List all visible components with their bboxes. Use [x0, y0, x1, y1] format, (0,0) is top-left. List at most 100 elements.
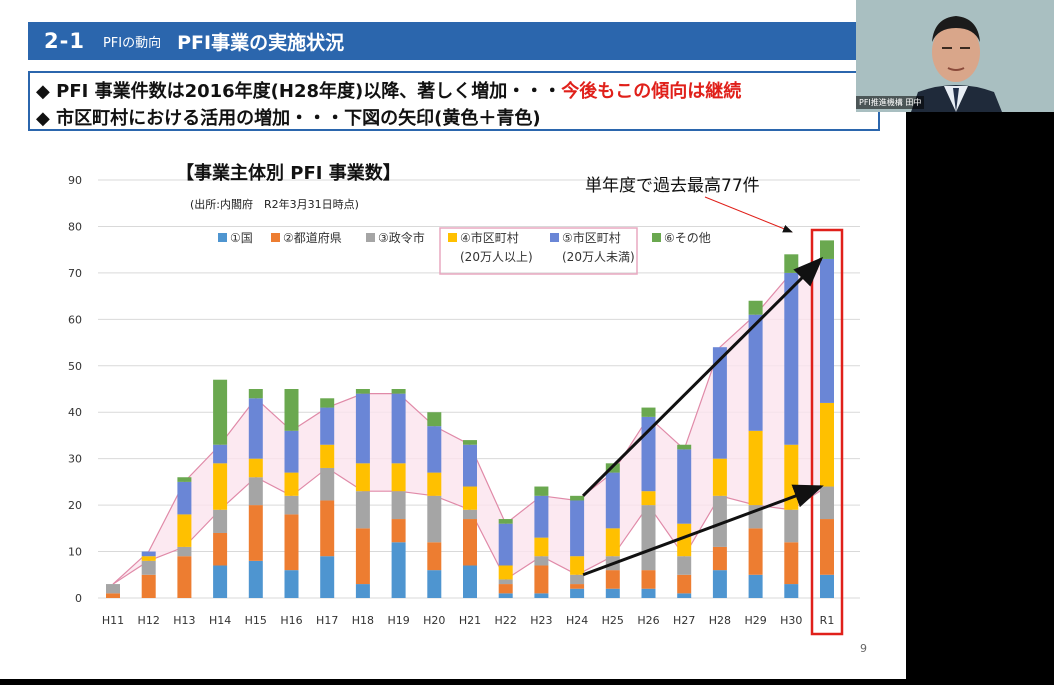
bar-segment	[605, 528, 620, 557]
bar-segment	[248, 458, 263, 478]
bullet-text: PFI 事業件数は2016年度(H28年度)以降、著しく増加・・・	[56, 81, 562, 102]
bar-segment	[641, 505, 656, 571]
bar-segment	[427, 495, 442, 543]
bar-segment	[391, 463, 406, 492]
bar-segment	[784, 584, 799, 598]
legend-group-box	[439, 227, 638, 275]
bar-segment	[677, 444, 692, 450]
slide-title: PFI事業の実施状況	[177, 31, 345, 54]
stacked-bar-chart: 0 10 20 30 40 50 60 70 80 90 H11 H12 H13 H14 H15 H16 H17…	[68, 162, 860, 636]
bar-segment	[677, 574, 692, 594]
bar-segment	[427, 542, 442, 571]
bar-segment	[570, 588, 585, 598]
bar-segment	[106, 593, 120, 598]
bar-segment	[463, 509, 477, 520]
legend-swatch	[218, 233, 227, 242]
bar-segment	[463, 519, 477, 566]
bar-segment	[213, 444, 228, 464]
bar-segment	[748, 300, 763, 315]
bullet-box: ◆ PFI 事業件数は2016年度(H28年度)以降、著しく増加・・・今後もこの…	[28, 71, 880, 131]
bar-segment	[391, 389, 406, 394]
legend-label: ④市区町村	[460, 230, 519, 245]
bar-segment	[248, 398, 263, 459]
bar-segment	[570, 584, 585, 589]
video-thumbnail[interactable]: PFI推進機構 田中	[856, 0, 1054, 112]
page-number: 9	[860, 642, 867, 655]
bar-segment	[355, 389, 370, 394]
bar-segment	[784, 509, 799, 543]
bar-segment	[284, 430, 299, 473]
legend-swatch	[448, 233, 457, 242]
bar-segment	[712, 347, 727, 459]
bar-segment	[320, 500, 335, 557]
bar-segment	[427, 426, 442, 473]
annotation-text: 単年度で過去最高77件	[585, 176, 760, 196]
bar-segment	[570, 556, 585, 575]
bar-segment	[284, 570, 299, 598]
bar-segment	[284, 389, 299, 431]
bar-segment	[605, 588, 620, 598]
bullet-highlight: 今後もこの傾向は継続	[561, 81, 742, 102]
bar-segment	[534, 565, 549, 594]
annotation-pointer	[704, 196, 793, 233]
x-tick-label: H24	[566, 614, 588, 627]
bar-segment	[820, 486, 834, 520]
bar-segment	[498, 579, 513, 585]
bar-segment	[534, 556, 549, 566]
bar-segment	[712, 495, 727, 547]
y-tick-label: 60	[68, 313, 82, 326]
slide: 2-1 PFIの動向 PFI事業の実施状況 ◆ PFI 事業件数は2016年度(…	[0, 0, 906, 685]
x-tick-label: H23	[530, 614, 552, 627]
bar-segment	[248, 389, 263, 399]
bar-segment	[213, 379, 228, 445]
bar-segment	[248, 505, 263, 561]
y-tick-label: 0	[75, 592, 82, 605]
bar-segment	[570, 574, 585, 585]
bar-segment	[320, 467, 335, 501]
bar-segment	[677, 449, 692, 524]
trend-arrow	[582, 256, 824, 497]
bar-segment	[498, 593, 513, 598]
bar-segment	[498, 565, 513, 580]
bar-segment	[284, 472, 299, 496]
bar-segment	[534, 486, 549, 496]
bar-segment	[141, 556, 156, 561]
bar-segment	[463, 486, 477, 510]
bullet-marker: ◆	[36, 81, 50, 102]
bar-segment	[677, 556, 692, 575]
bar-segment	[463, 444, 477, 487]
bar-segment	[284, 514, 299, 571]
legend-swatch	[550, 233, 559, 242]
x-tick-label: H29	[744, 614, 766, 627]
bar-segment	[391, 393, 406, 464]
bar-segment	[355, 528, 370, 585]
x-tick-label: H11	[102, 614, 124, 627]
bar-segment	[748, 430, 763, 506]
x-tick-label: H22	[495, 614, 517, 627]
bar-segment	[177, 477, 192, 482]
bar-segment	[820, 574, 834, 598]
bar-segment	[784, 542, 799, 585]
bar-segment	[820, 519, 834, 575]
right-black-panel	[906, 0, 1054, 685]
bar-segment	[820, 402, 834, 487]
legend-label: ②都道府県	[283, 230, 342, 245]
bar-segment	[641, 570, 656, 589]
legend-label: (20万人未満)	[562, 250, 635, 264]
bullet-text: 市区町村における活用の増加・・・下図の矢印(黄色＋青色)	[56, 108, 541, 129]
chart-subtitle: (出所:内閣府 R2年3月31日時点)	[190, 197, 359, 211]
y-tick-label: 90	[68, 174, 82, 187]
bar-segment	[427, 472, 442, 496]
bar-segment	[106, 584, 120, 594]
section-number: 2-1	[44, 29, 85, 53]
bar-segment	[355, 463, 370, 492]
bar-segment	[391, 519, 406, 543]
x-tick-label: H16	[280, 614, 302, 627]
x-tick-label: H27	[673, 614, 695, 627]
y-tick-label: 80	[68, 220, 82, 233]
chart-title: 【事業主体別 PFI 事業数】	[176, 162, 401, 184]
bar-segment	[534, 593, 549, 598]
highlight-box	[810, 228, 844, 636]
bar-segment	[641, 407, 656, 417]
bar-segment	[605, 570, 620, 589]
